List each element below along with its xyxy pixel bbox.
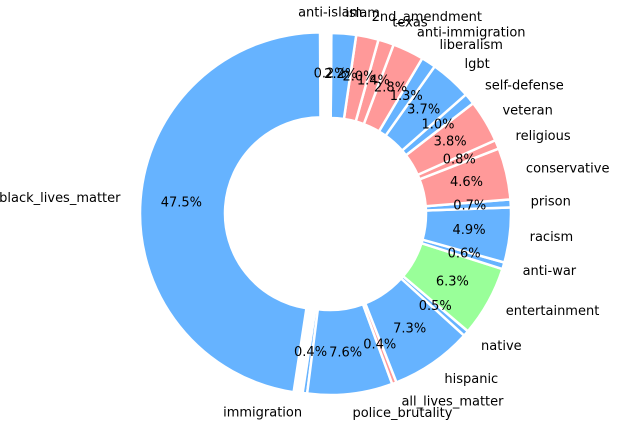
slice-black-lives-matter	[138, 31, 322, 394]
slice-label-liberalism: liberalism	[439, 38, 502, 53]
slice-anti-islam	[327, 31, 333, 120]
slice-label-black-lives-matter: black_lives_matter	[0, 191, 121, 206]
slice-pct-conservative: 4.6%	[450, 175, 483, 190]
slice-pct-immigration: 0.4%	[294, 345, 327, 360]
slice-label-texas: texas	[392, 15, 428, 30]
slice-pct-islam: 2.2%	[324, 67, 357, 82]
slice-pct-veteran: 3.8%	[434, 135, 467, 150]
slice-label-anti-immigration: anti-immigration	[417, 25, 526, 40]
slice-label-hispanic: hispanic	[444, 372, 498, 387]
slice-pct-anti-immigration: 2.8%	[374, 80, 407, 95]
slice-label-conservative: conservative	[526, 162, 610, 177]
chart-slices	[138, 31, 513, 397]
slice-pct-anti-islam: 0.2%	[314, 67, 347, 82]
slice-label-anti-islam: anti-islam	[298, 6, 362, 21]
slice-label-native: native	[481, 339, 522, 354]
slice-pct-native: 0.5%	[419, 299, 452, 314]
slice-label-immigration: immigration	[223, 406, 302, 421]
slice-label-police-brutality: police_brutality	[352, 406, 452, 421]
slice-pct-lgbt: 3.7%	[407, 102, 440, 117]
slice-label-all-lives-matter: all_lives_matter	[401, 394, 504, 409]
slice-pct-2nd-amendment: 2.0%	[342, 70, 375, 85]
slice-pct-liberalism: 1.3%	[390, 89, 423, 104]
chart-labels: black_lives_matter 47.5% immigration 0.4% po…	[0, 6, 609, 422]
slice-pct-entertainment: 6.3%	[436, 274, 469, 289]
slice-label-2nd-amendment: 2nd_amendment	[372, 10, 482, 25]
slice-pct-racism: 4.9%	[453, 223, 486, 238]
slice-label-islam: islam	[345, 6, 380, 21]
slice-pct-self-defense: 1.0%	[421, 117, 454, 132]
slice-pct-religious: 0.8%	[443, 153, 476, 168]
slice-label-prison: prison	[531, 195, 571, 210]
slice-label-self-defense: self-defense	[485, 79, 564, 94]
slice-label-anti-war: anti-war	[523, 264, 577, 279]
slice-label-racism: racism	[530, 230, 574, 245]
slice-pct-prison: 0.7%	[453, 198, 486, 213]
slice-label-religious: religious	[516, 129, 571, 144]
slice-pct-all-lives-matter: 0.4%	[363, 337, 396, 352]
slice-label-veteran: veteran	[502, 103, 552, 118]
slice-pct-texas: 1.4%	[357, 73, 390, 88]
slice-pct-black-lives-matter: 47.5%	[161, 196, 202, 211]
slice-pct-hispanic: 7.3%	[393, 322, 426, 337]
slice-pct-police-brutality: 7.6%	[329, 346, 362, 361]
slice-pct-anti-war: 0.6%	[448, 247, 481, 262]
slice-label-lgbt: lgbt	[465, 57, 490, 72]
slice-label-entertainment: entertainment	[506, 304, 600, 319]
